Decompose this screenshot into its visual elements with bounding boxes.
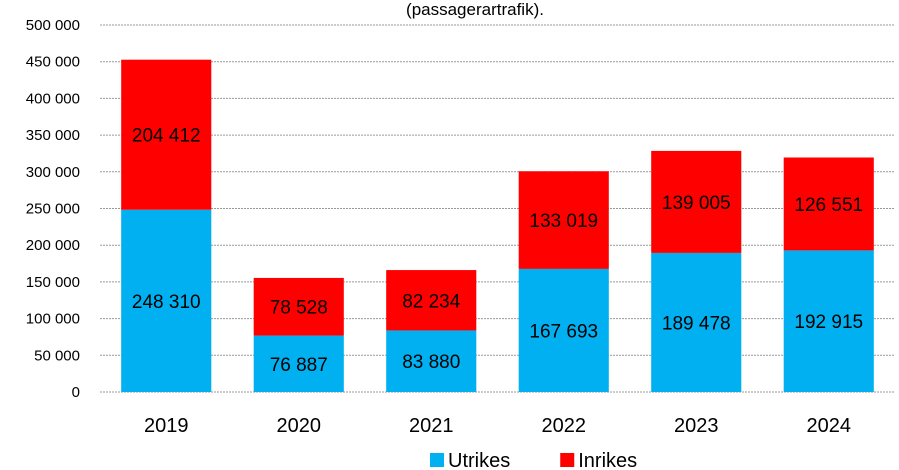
bar-segment <box>651 252 742 392</box>
value-label: 192 915 <box>794 312 863 333</box>
value-label: 126 551 <box>794 195 863 216</box>
bar-segment <box>386 270 477 331</box>
bar-segment <box>783 250 874 392</box>
bar-segment <box>253 277 344 336</box>
value-label: 83 880 <box>402 352 460 373</box>
bar-segment <box>518 268 609 392</box>
bar-segment <box>386 330 477 392</box>
x-tick-label: 2024 <box>807 415 852 437</box>
value-label: 82 234 <box>402 291 461 312</box>
y-tick-label: 500 000 <box>26 17 80 34</box>
bar-segment <box>783 157 874 251</box>
x-tick-label: 2020 <box>277 415 322 437</box>
chart-title: (passagerartrafik). <box>406 0 544 19</box>
y-tick-label: 300 000 <box>26 164 80 181</box>
legend-label: Utrikes <box>448 450 510 470</box>
y-tick-label: 50 000 <box>34 347 80 364</box>
bar-segment <box>651 150 742 253</box>
y-tick-label: 400 000 <box>26 90 80 107</box>
value-label: 204 412 <box>132 126 201 147</box>
y-tick-label: 450 000 <box>26 54 80 71</box>
value-label: 189 478 <box>662 313 731 334</box>
value-label: 248 310 <box>132 292 201 313</box>
x-tick-label: 2023 <box>674 415 719 437</box>
value-label: 167 693 <box>529 321 598 342</box>
y-tick-label: 250 000 <box>26 201 80 218</box>
x-tick-label: 2019 <box>144 415 189 437</box>
value-label: 76 887 <box>270 355 328 376</box>
value-label: 78 528 <box>270 298 328 319</box>
y-tick-label: 0 <box>72 384 80 401</box>
bar-segment <box>121 59 212 210</box>
y-tick-label: 200 000 <box>26 237 80 254</box>
y-tick-label: 100 000 <box>26 311 80 328</box>
bar-segment <box>253 335 344 392</box>
value-label: 139 005 <box>662 193 731 214</box>
y-tick-label: 350 000 <box>26 127 80 144</box>
legend-swatch <box>560 453 575 467</box>
value-label: 133 019 <box>529 211 598 232</box>
legend-swatch <box>430 453 444 467</box>
x-tick-label: 2021 <box>409 415 454 437</box>
legend-label: Inrikes <box>578 450 637 470</box>
x-tick-label: 2022 <box>542 415 587 437</box>
y-tick-label: 150 000 <box>26 274 80 291</box>
bar-segment <box>121 209 212 392</box>
bar-segment <box>518 171 609 269</box>
